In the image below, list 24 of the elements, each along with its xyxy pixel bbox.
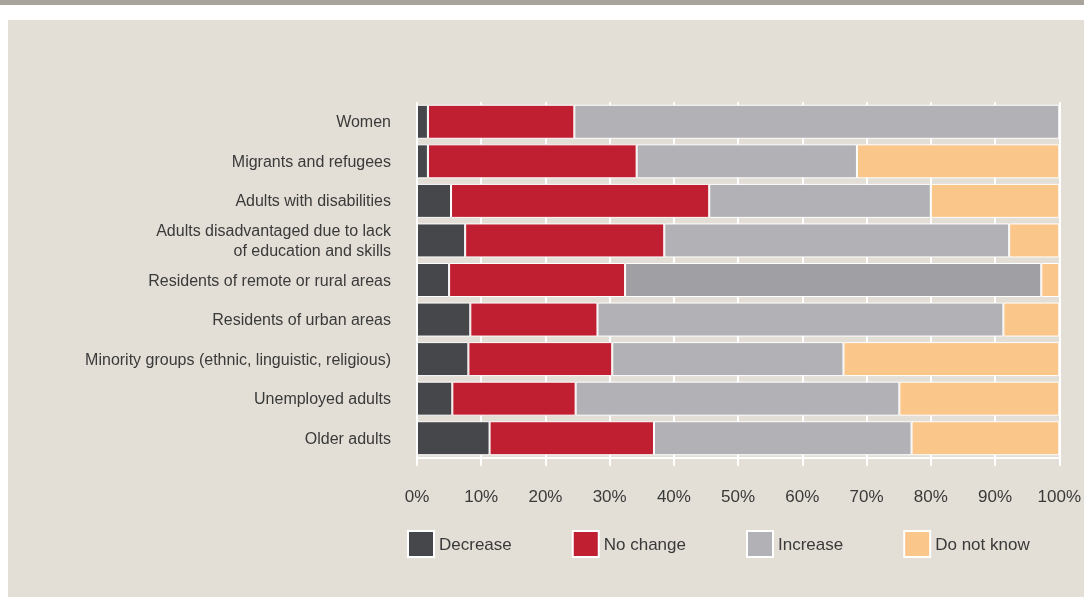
x-tick-label: 100% (1037, 487, 1081, 506)
legend-label: Increase (777, 534, 844, 554)
legend-label: Decrease (439, 534, 512, 554)
y-tick-label: Residents of urban areas (212, 311, 391, 329)
x-tick-label: 20% (528, 487, 563, 506)
x-tick-label: 30% (592, 487, 627, 506)
x-tick-label: 40% (656, 487, 691, 506)
x-tick-label: 0% (404, 487, 430, 506)
x-tick-label: 90% (978, 487, 1013, 506)
y-tick-label: Unemployed adults (254, 390, 391, 408)
x-tick-label: 70% (849, 487, 884, 506)
x-tick-label: 60% (785, 487, 820, 506)
y-tick-label: Adults disadvantaged due to lack of education and skills (156, 221, 392, 259)
y-tick-label: Minority groups (ethnic, linguistic, religious) (85, 350, 391, 368)
legend-label: No change (603, 534, 686, 554)
y-tick-label: Women (336, 113, 391, 131)
y-tick-label: Migrants and refugees (231, 152, 391, 170)
x-tick-label: 50% (721, 487, 756, 506)
x-tick-label: 10% (464, 487, 499, 506)
y-tick-label: Residents of remote or rural areas (148, 271, 391, 289)
y-tick-label: Older adults (304, 429, 391, 447)
legend-label: Do not know (935, 534, 1031, 554)
x-tick-label: 80% (913, 487, 948, 506)
y-tick-label: Adults with disabilities (235, 192, 391, 210)
